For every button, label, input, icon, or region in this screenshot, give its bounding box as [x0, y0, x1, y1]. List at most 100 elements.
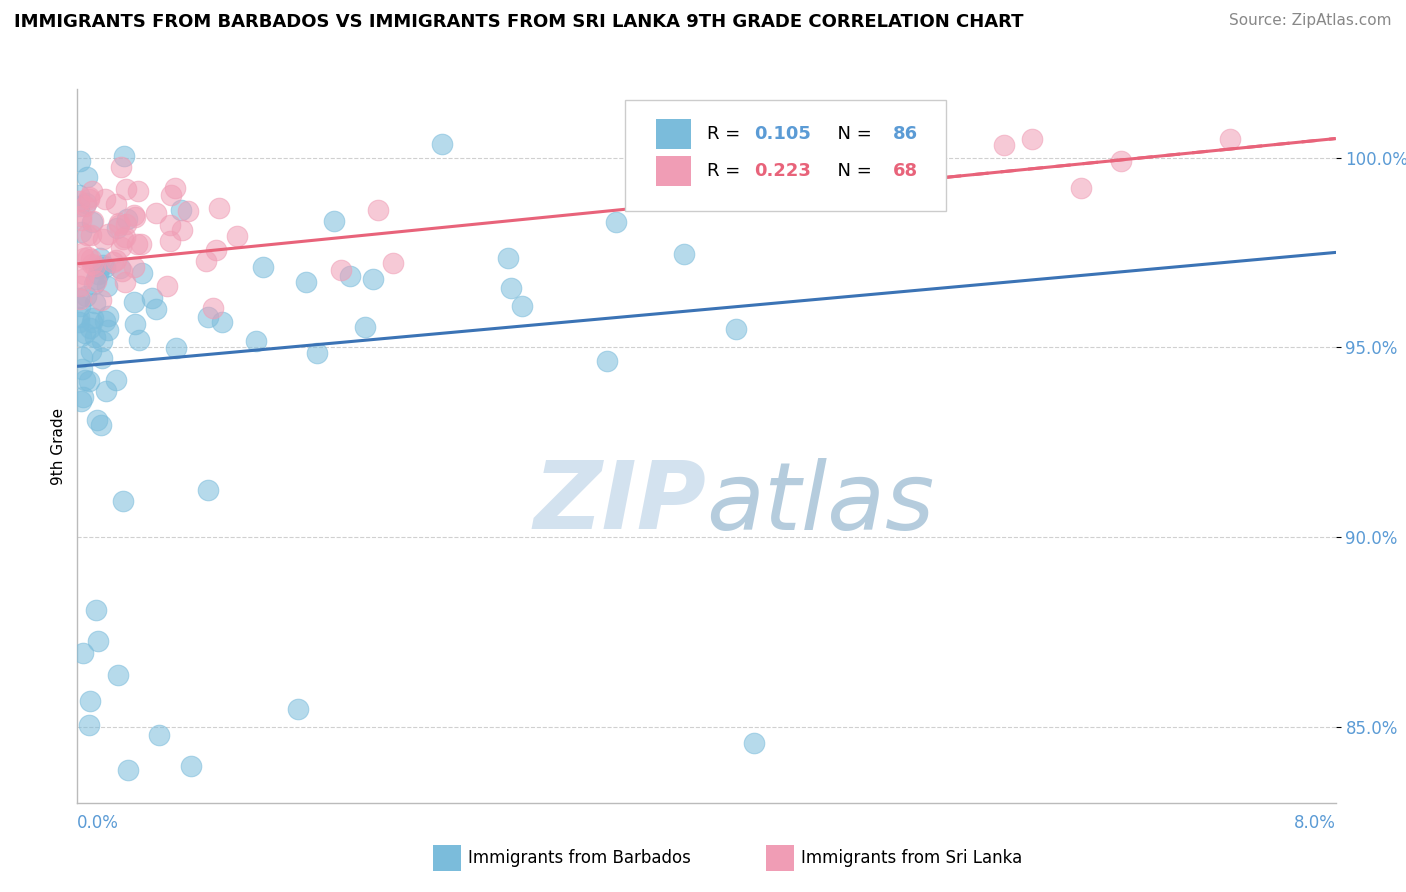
Point: [115, 211, 138, 226]
FancyBboxPatch shape: [657, 120, 692, 149]
Point: [69, 279, 91, 293]
Text: atlas: atlas: [707, 458, 935, 549]
Point: [67, 291, 90, 305]
Point: [141, 291, 163, 305]
Point: [197, 310, 219, 324]
Text: 0.0%: 0.0%: [77, 814, 120, 832]
Point: [673, 247, 696, 261]
Point: [367, 203, 389, 218]
Point: [111, 264, 134, 278]
Point: [76, 227, 98, 242]
Point: [70, 393, 93, 408]
Point: [252, 260, 274, 275]
Text: N =: N =: [827, 162, 877, 180]
Point: [90, 293, 112, 307]
Point: [295, 275, 318, 289]
Point: [107, 668, 129, 682]
Point: [202, 301, 225, 315]
Text: Immigrants from Sri Lanka: Immigrants from Sri Lanka: [801, 849, 1022, 867]
Point: [1021, 131, 1043, 145]
Point: [82, 310, 104, 325]
Point: [111, 232, 134, 246]
Point: [339, 269, 361, 284]
Point: [91, 232, 114, 246]
Point: [156, 278, 179, 293]
Point: [207, 202, 229, 216]
Point: [72, 390, 94, 404]
Point: [197, 483, 219, 497]
Point: [245, 334, 267, 349]
Point: [114, 230, 136, 244]
Point: [1109, 153, 1132, 168]
Point: [75, 373, 97, 387]
Point: [72, 646, 94, 660]
Point: [1219, 131, 1241, 145]
Point: [124, 318, 146, 332]
Point: [70, 351, 93, 365]
Point: [122, 260, 145, 275]
Point: [73, 326, 96, 341]
Text: 68: 68: [893, 162, 918, 180]
Point: [114, 275, 136, 289]
Point: [211, 315, 233, 329]
Point: [67, 194, 90, 209]
Y-axis label: 9th Grade: 9th Grade: [51, 408, 66, 484]
Point: [361, 272, 384, 286]
Point: [993, 137, 1015, 152]
Point: [112, 149, 135, 163]
Point: [307, 346, 329, 360]
FancyBboxPatch shape: [657, 156, 692, 186]
Point: [893, 181, 915, 195]
Point: [80, 228, 103, 243]
Point: [96, 384, 118, 399]
Point: [117, 764, 139, 778]
Point: [510, 299, 533, 313]
Text: 0.223: 0.223: [755, 162, 811, 180]
Point: [94, 193, 117, 207]
Point: [67, 310, 90, 324]
Point: [69, 292, 91, 306]
Point: [77, 251, 100, 265]
Point: [83, 277, 105, 292]
Point: [84, 259, 107, 273]
Point: [80, 343, 103, 358]
Point: [69, 225, 91, 239]
Point: [67, 315, 90, 329]
Point: [84, 602, 107, 616]
Point: [69, 328, 91, 343]
Text: 8.0%: 8.0%: [1294, 814, 1336, 832]
Point: [107, 221, 129, 235]
Point: [76, 169, 98, 184]
Point: [170, 203, 193, 218]
Point: [90, 334, 112, 348]
Point: [77, 192, 100, 206]
Point: [108, 216, 131, 230]
Point: [159, 188, 181, 202]
Point: [80, 185, 103, 199]
Point: [94, 313, 117, 327]
Point: [915, 131, 938, 145]
Point: [107, 218, 129, 232]
Point: [110, 240, 132, 254]
Point: [496, 252, 519, 266]
Text: N =: N =: [827, 125, 877, 143]
Text: Source: ZipAtlas.com: Source: ZipAtlas.com: [1229, 13, 1392, 29]
Point: [91, 258, 114, 272]
Point: [90, 351, 112, 365]
Text: Immigrants from Barbados: Immigrants from Barbados: [468, 849, 692, 867]
Point: [82, 214, 104, 228]
Point: [330, 263, 353, 277]
Text: ZIP: ZIP: [534, 457, 707, 549]
Point: [127, 184, 149, 198]
Text: 0.105: 0.105: [755, 125, 811, 143]
Text: R =: R =: [707, 162, 745, 180]
Point: [148, 728, 170, 742]
Point: [84, 271, 107, 285]
Point: [72, 272, 94, 286]
Point: [97, 309, 120, 323]
Point: [77, 190, 100, 204]
Point: [84, 274, 107, 288]
Point: [128, 333, 150, 347]
Point: [114, 182, 136, 196]
Point: [605, 215, 627, 229]
